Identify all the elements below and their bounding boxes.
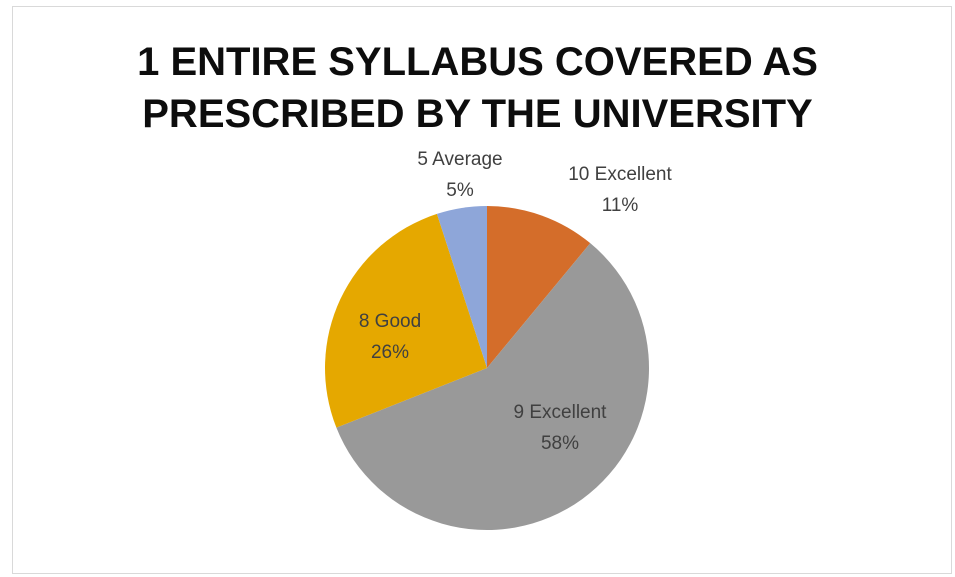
pie-slice-9-excellent (336, 243, 650, 531)
chart-title-line-1: 1 ENTIRE SYLLABUS COVERED AS (137, 40, 818, 84)
slice-label-percent-5-average: 5% (446, 180, 474, 201)
pie-slice-5-average (436, 206, 487, 368)
slice-label-percent-9-excellent: 58% (541, 433, 579, 454)
chart-title: 1 ENTIRE SYLLABUS COVERED AS PRESCRIBED … (0, 36, 955, 140)
slice-label-percent-10-excellent: 11% (602, 195, 639, 216)
chart-title-line-2: PRESCRIBED BY THE UNIVERSITY (142, 92, 813, 136)
slice-label-name-5-average: 5 Average (417, 149, 502, 170)
slice-label-name-9-excellent: 9 Excellent (514, 402, 608, 423)
slice-label-percent-8-good: 26% (371, 342, 409, 363)
pie-slice-10-excellent (487, 206, 591, 368)
slice-label-name-10-excellent: 10 Excellent (568, 164, 672, 185)
slice-label-name-8-good: 8 Good (359, 311, 421, 332)
pie-slice-8-good (325, 213, 487, 428)
